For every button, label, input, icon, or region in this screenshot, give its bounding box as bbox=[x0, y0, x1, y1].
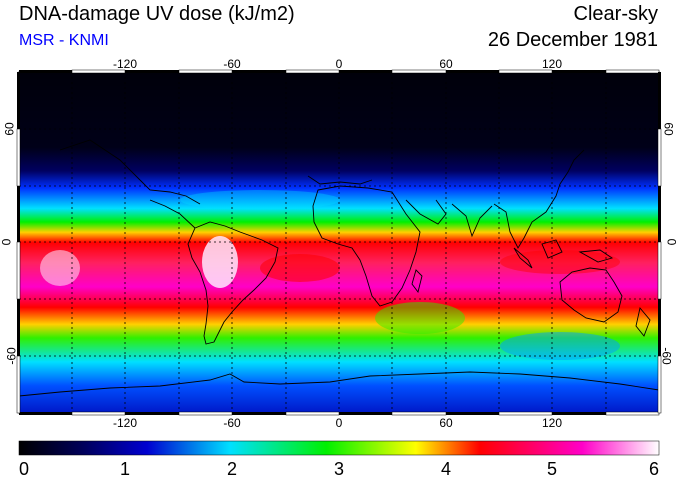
colorbar-label: 4 bbox=[440, 459, 452, 479]
indian-ocean-green bbox=[375, 302, 465, 334]
coastline-arabia bbox=[405, 199, 447, 225]
coastline-north-america bbox=[59, 139, 141, 181]
coastline-new-guinea bbox=[578, 249, 614, 263]
indonesia-red-region bbox=[500, 250, 620, 274]
lon-tick-top: -60 bbox=[223, 57, 241, 71]
coastline-madagascar bbox=[411, 269, 423, 294]
coastlines bbox=[19, 139, 659, 397]
lat-tick-left: 0 bbox=[0, 238, 14, 246]
lon-tick-top: 0 bbox=[335, 57, 343, 71]
colorbar-label: 3 bbox=[333, 459, 345, 479]
lon-tick-bottom: -60 bbox=[223, 416, 241, 430]
coastline-south-america bbox=[187, 221, 279, 345]
frame-border-left bbox=[16, 72, 21, 414]
coastline-antarctica bbox=[19, 371, 659, 397]
coastline-east-asia bbox=[559, 149, 585, 185]
lon-tick-bottom: 60 bbox=[439, 416, 453, 430]
colorbar-label: 2 bbox=[226, 459, 238, 479]
lon-tick-bottom: 0 bbox=[335, 416, 343, 430]
southern-ocean-blue bbox=[500, 332, 620, 360]
data-source: MSR - KNMI bbox=[19, 32, 109, 49]
lon-tick-bottom: 120 bbox=[541, 416, 563, 430]
frame-border-top bbox=[19, 69, 660, 74]
frame-border-right bbox=[657, 72, 662, 414]
coastline-europe bbox=[307, 175, 373, 185]
colorbar-label: 6 bbox=[648, 459, 659, 479]
lat-tick-left: 60 bbox=[2, 122, 17, 136]
lat-tick-right: 0 bbox=[664, 238, 678, 246]
lon-tick-bottom: -120 bbox=[112, 416, 138, 430]
coastline-gulf-mexico bbox=[139, 179, 201, 205]
lat-tick-right: 60 bbox=[661, 122, 676, 136]
lon-tick-top: 60 bbox=[439, 57, 453, 71]
andes-maximum bbox=[202, 236, 238, 288]
colorbar-label: 5 bbox=[546, 459, 558, 479]
coastline-india bbox=[451, 203, 493, 238]
coastline-africa bbox=[312, 185, 421, 307]
colorbar bbox=[18, 440, 660, 456]
sky-condition: Clear-sky bbox=[573, 3, 658, 25]
colorbar-label: 1 bbox=[119, 459, 131, 479]
map-date: 26 December 1981 bbox=[487, 29, 658, 51]
lon-tick-top: 120 bbox=[541, 57, 563, 71]
graticule bbox=[19, 72, 659, 413]
atlantic-red-region bbox=[260, 254, 340, 282]
frame-border-bottom bbox=[19, 411, 660, 416]
coastline-new-zealand bbox=[635, 307, 651, 337]
map-title: DNA-damage UV dose (kJ/m2) bbox=[19, 3, 295, 25]
lat-tick-left: -60 bbox=[4, 347, 19, 365]
north-atlantic-cyan bbox=[180, 190, 340, 210]
colorbar-label: 0 bbox=[19, 459, 30, 479]
coastline-sumatra bbox=[513, 247, 533, 269]
coastline-southeast-asia bbox=[493, 183, 561, 249]
coastline-borneo bbox=[541, 239, 563, 259]
coastline-central-america bbox=[149, 199, 196, 229]
coastline-australia bbox=[559, 267, 623, 323]
lon-tick-top: -120 bbox=[112, 57, 138, 71]
lat-tick-right: -60 bbox=[659, 347, 674, 365]
pacific-maximum bbox=[40, 250, 80, 286]
